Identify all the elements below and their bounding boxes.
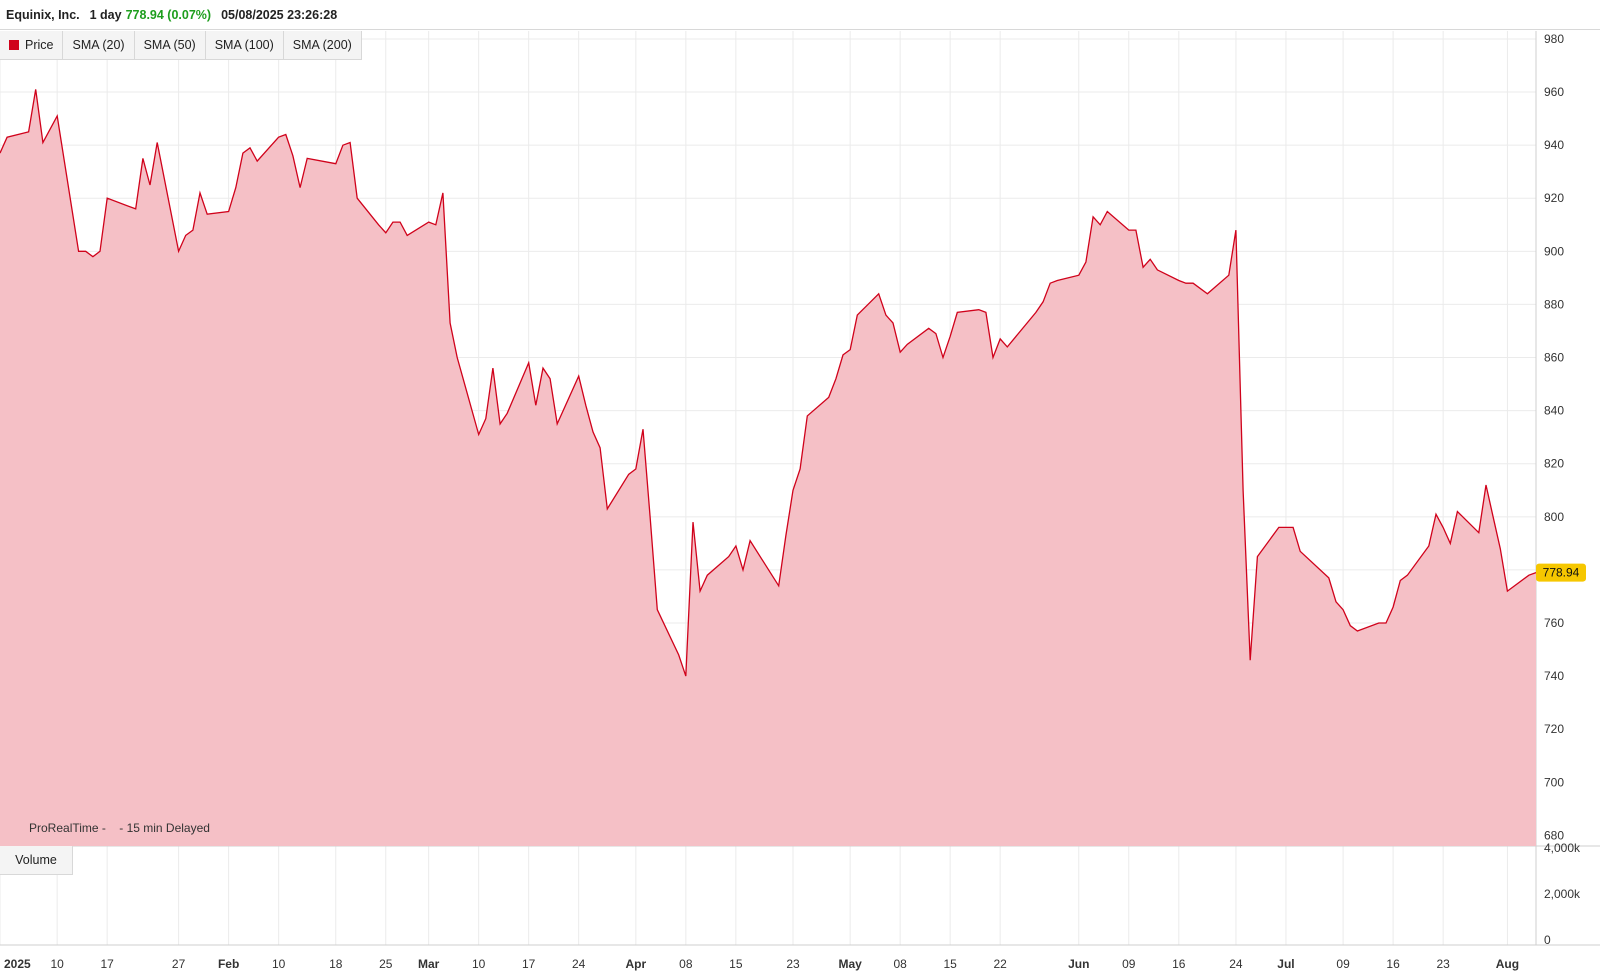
source-note: ProRealTime - - 15 min Delayed: [29, 821, 210, 835]
y-tick-label: 800: [1544, 510, 1564, 524]
chart-header: Equinix, Inc. 1 day 778.94 (0.07%) 05/08…: [0, 0, 1600, 30]
price-axis: 6807007207407607808008208408608809009209…: [1544, 32, 1564, 842]
x-tick-label: 25: [379, 957, 393, 971]
legend-label: SMA (20): [72, 38, 125, 52]
x-tick-label: 08: [893, 957, 907, 971]
x-tick-label: Apr: [625, 957, 646, 971]
x-tick-label: 17: [100, 957, 114, 971]
x-tick-label: 27: [172, 957, 186, 971]
price-line: [0, 89, 1537, 677]
y-tick-label: 720: [1544, 722, 1564, 736]
x-tick-label: 16: [1172, 957, 1186, 971]
y-tick-label: 700: [1544, 775, 1564, 789]
x-tick-label: 24: [1229, 957, 1243, 971]
x-tick-label: 24: [572, 957, 586, 971]
instrument-name: Equinix, Inc.: [6, 7, 80, 22]
y-tick-label: 680: [1544, 828, 1564, 842]
date-axis: 2025 10 17 27 Feb 10 18 25 Mar 10 17 24 Apr 08 15 23 May…: [4, 957, 1519, 971]
legend-label: Price: [25, 38, 54, 52]
x-tick-label: 08: [679, 957, 693, 971]
datetime-label: 05/08/2025 23:26:28: [221, 7, 338, 22]
price-change: 778.94 (0.07%): [125, 7, 212, 22]
x-tick-label: 22: [994, 957, 1008, 971]
y-tick-label: 960: [1544, 85, 1564, 99]
x-tick-label: 23: [786, 957, 800, 971]
x-tick-label: Jul: [1277, 957, 1294, 971]
x-tick-label: Jun: [1068, 957, 1089, 971]
x-tick-label: 10: [50, 957, 64, 971]
y-tick-label: 940: [1544, 138, 1564, 152]
price-area-fill: [0, 89, 1536, 846]
legend-price[interactable]: Price: [0, 31, 64, 59]
legend-label: SMA (200): [292, 38, 352, 52]
volume-tab[interactable]: Volume: [0, 846, 73, 875]
legend-label: SMA (50): [143, 38, 196, 52]
x-tick-label: Mar: [418, 957, 440, 971]
volume-tick-label: 2,000k: [1544, 887, 1581, 901]
x-tick-label: 23: [1436, 957, 1450, 971]
legend-sma-100[interactable]: SMA (100): [206, 31, 284, 59]
y-tick-label: 920: [1544, 191, 1564, 205]
x-tick-label: 18: [329, 957, 343, 971]
legend: Price SMA (20) SMA (50) SMA (100) SMA (2…: [0, 31, 362, 60]
x-tick-label: May: [838, 957, 862, 971]
x-tick-label: 15: [943, 957, 957, 971]
last-price-label: 778.94: [1543, 566, 1580, 580]
x-tick-label: 10: [472, 957, 486, 971]
legend-sma-200[interactable]: SMA (200): [284, 31, 361, 59]
y-tick-label: 880: [1544, 297, 1564, 311]
interval-label[interactable]: 1 day: [89, 7, 122, 22]
y-tick-label: 840: [1544, 404, 1564, 418]
y-tick-label: 760: [1544, 616, 1564, 630]
x-tick-label: 09: [1336, 957, 1350, 971]
y-tick-label: 860: [1544, 351, 1564, 365]
x-tick-label: 16: [1386, 957, 1400, 971]
x-tick-label: 10: [272, 957, 286, 971]
volume-tick-label: 4,000k: [1544, 841, 1581, 855]
legend-sma-50[interactable]: SMA (50): [135, 31, 206, 59]
x-tick-label: Aug: [1496, 957, 1519, 971]
x-tick-label: 15: [729, 957, 743, 971]
y-tick-label: 820: [1544, 457, 1564, 471]
legend-sma-20[interactable]: SMA (20): [63, 31, 135, 59]
x-tick-label: 17: [522, 957, 536, 971]
price-swatch-icon: [9, 40, 19, 50]
x-tick-label: 09: [1122, 957, 1136, 971]
legend-label: SMA (100): [214, 38, 274, 52]
y-tick-label: 740: [1544, 669, 1564, 683]
x-tick-label: Feb: [218, 957, 239, 971]
last-price-marker: 778.94: [1536, 563, 1586, 582]
volume-axis: 0 2,000k 4,000k: [1544, 841, 1581, 947]
y-tick-label: 900: [1544, 244, 1564, 258]
y-tick-label: 980: [1544, 32, 1564, 46]
x-tick-label: 2025: [4, 957, 31, 971]
volume-tick-label: 0: [1544, 933, 1551, 947]
